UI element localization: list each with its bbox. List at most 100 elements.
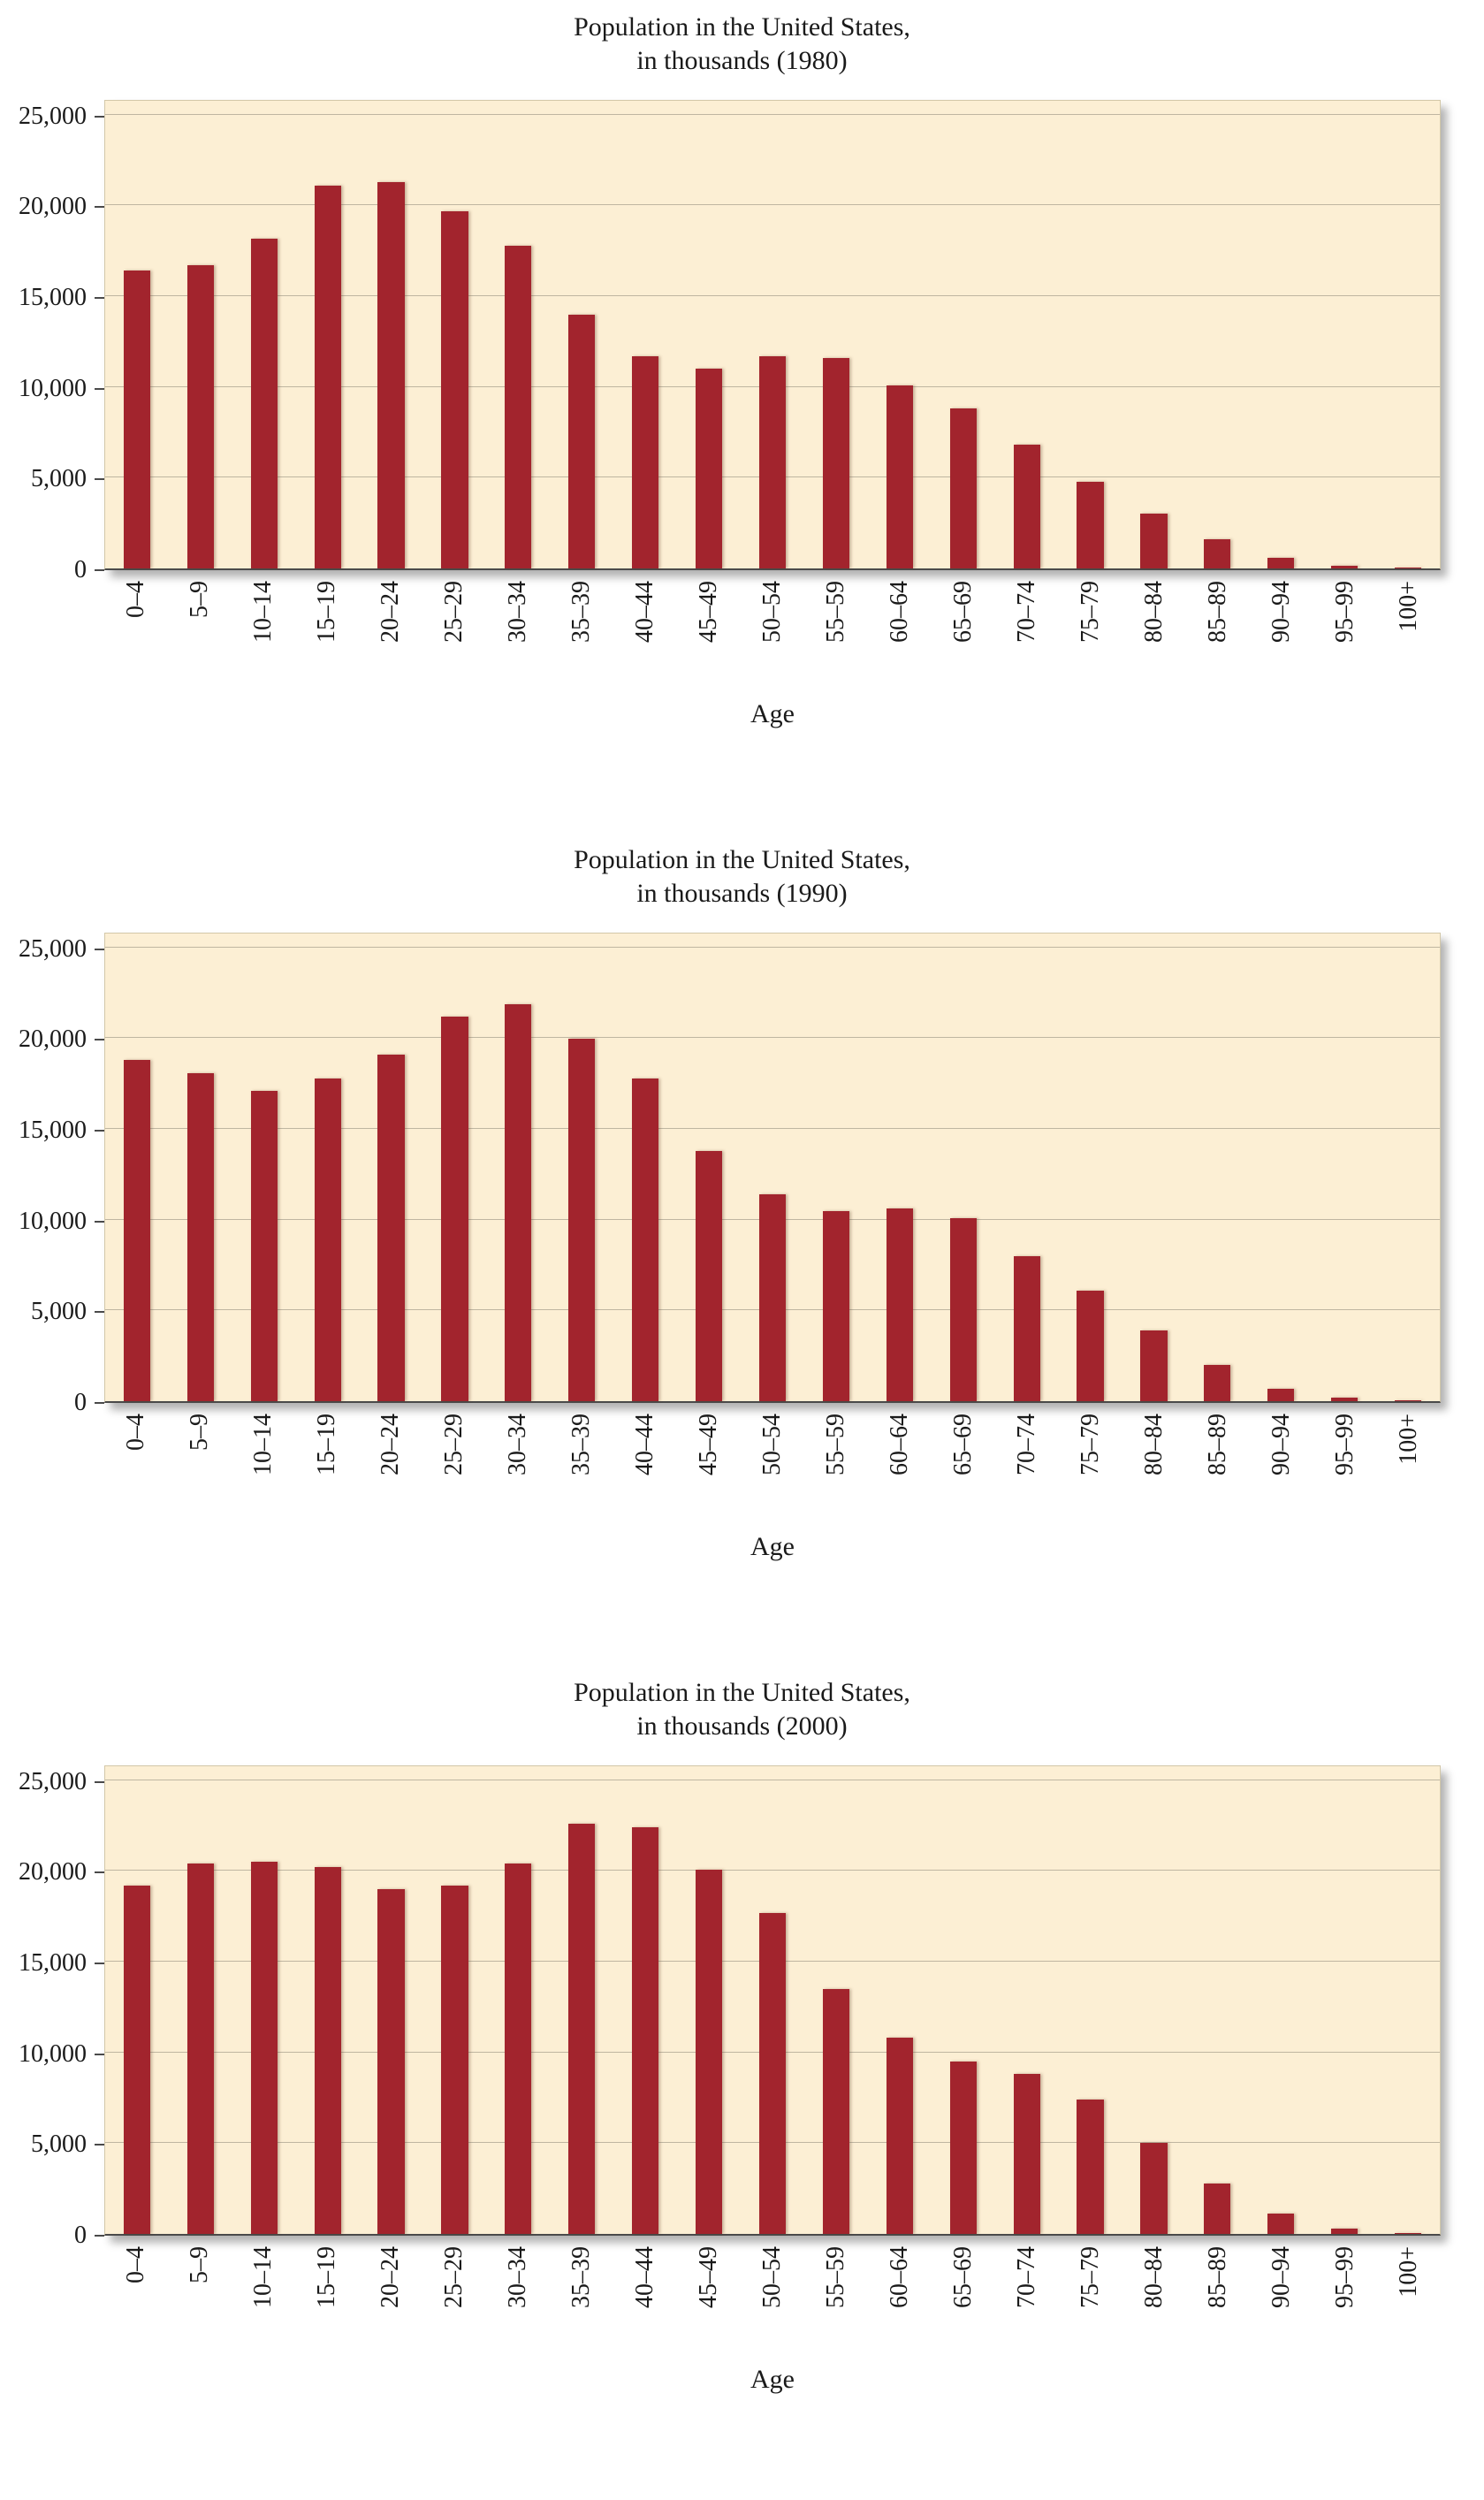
x-tick-label: 40–44 [631,2245,658,2308]
x-tick-label: 60–64 [886,2245,913,2308]
x-tick-label: 5–9 [186,1413,213,1451]
bar-slot [1313,934,1376,1401]
x-tick-label: 70–74 [1013,1413,1040,1475]
x-tick-slot: 75–79 [1059,2246,1123,2356]
bar-50-54 [758,355,787,568]
x-tick-slot: 20–24 [359,1414,422,1523]
x-axis-title: Age [750,698,795,728]
bar-slot [1185,934,1249,1401]
bar-95-99 [1331,2228,1358,2234]
x-tick-slot: 70–74 [995,1414,1059,1523]
x-tick-slot: 60–64 [868,2246,932,2356]
y-tick [95,2234,104,2237]
x-tick-slot: 100+ [1377,581,1441,690]
bar-65-69 [949,408,977,568]
x-tick-slot: 25–29 [422,1414,486,1523]
x-tick-slot: 65–69 [932,581,995,690]
y-tick-label: 20,000 [19,1025,87,1054]
x-tick-label: 90–94 [1267,2245,1295,2308]
bar-30-34 [505,245,532,568]
bar-90-94 [1267,2213,1295,2234]
x-tick-slot: 70–74 [995,2246,1059,2356]
x-tick-label: 55–59 [822,2245,849,2308]
bar-100plus [1394,1399,1422,1401]
bar-slot [1249,934,1313,1401]
chart-population-1980: Population in the United States, in thou… [0,0,1484,833]
bar-slot [1185,1766,1249,2234]
bar-35-39 [568,314,596,568]
bars-container [105,934,1440,1401]
x-tick-slot: 95–99 [1313,581,1377,690]
y-tick-label: 5,000 [31,1298,87,1326]
chart-title-line2: in thousands (1980) [636,46,848,76]
bar-55-59 [822,1210,850,1401]
plot-area [104,1764,1441,2236]
y-tick [95,1401,104,1404]
x-axis-title: Age [750,2364,795,2394]
bar-slot [1059,934,1123,1401]
bar-60-64 [886,2037,913,2234]
bar-slot [932,1766,995,2234]
bar-15-19 [314,1078,341,1401]
x-tick-label: 40–44 [631,580,658,643]
x-tick-slot: 55–59 [804,2246,868,2356]
bar-slot [613,101,677,568]
x-tick-label: 25–29 [440,1413,468,1475]
x-tick-label: 45–49 [695,1413,722,1475]
bar-slot [296,1766,360,2234]
bar-50-54 [758,1912,787,2234]
bar-slot [741,101,804,568]
y-tick [95,206,104,209]
x-tick-slot: 80–84 [1123,1414,1186,1523]
x-tick-label: 0–4 [122,1413,149,1451]
bar-25-29 [441,210,468,568]
x-tick-slot: 55–59 [804,581,868,690]
x-tick-label: 35–39 [567,2245,595,2308]
x-tick-slot: 50–54 [741,581,804,690]
bar-5-9 [186,264,214,568]
bar-90-94 [1267,1388,1295,1401]
x-axis: 0–4 5–9 10–14 15–19 20–24 25–29 30–34 35–39 40–4… [104,581,1441,690]
bar-95-99 [1331,1397,1358,1401]
x-tick-slot: 5–9 [168,1414,232,1523]
x-tick-slot: 60–64 [868,1414,932,1523]
bar-85-89 [1204,538,1231,568]
bar-slot [360,1766,423,2234]
x-tick-slot: 90–94 [1250,2246,1313,2356]
x-tick-slot: 80–84 [1123,2246,1186,2356]
y-tick-label: 25,000 [19,1767,87,1795]
bar-45-49 [696,1869,723,2234]
x-tick-slot: 55–59 [804,1414,868,1523]
gridline [105,294,1440,296]
x-tick-slot: 45–49 [677,2246,741,2356]
bar-5-9 [186,1863,214,2234]
bar-slot [360,101,423,568]
x-tick-slot: 95–99 [1313,2246,1377,2356]
bar-80-84 [1140,2142,1168,2234]
x-tick-slot: 40–44 [613,1414,677,1523]
bar-20-24 [377,181,405,568]
bar-slot [105,1766,169,2234]
y-tick-label: 25,000 [19,934,87,963]
bar-0-4 [123,270,151,568]
bar-slot [1185,101,1249,568]
bar-45-49 [696,368,723,568]
bar-40-44 [632,1826,659,2234]
bar-60-64 [886,1208,913,1401]
x-tick-label: 65–69 [949,1413,977,1475]
x-tick-label: 15–19 [313,580,340,643]
bar-slot [995,1766,1059,2234]
x-tick-slot: 70–74 [995,581,1059,690]
bar-35-39 [568,1823,596,2234]
bar-slot [1059,1766,1123,2234]
x-tick-slot: 65–69 [932,2246,995,2356]
x-tick-slot: 0–4 [104,2246,168,2356]
bar-slot [677,1766,741,2234]
y-tick-label: 15,000 [19,1948,87,1977]
bar-50-54 [758,1193,787,1401]
bars-container [105,101,1440,568]
x-tick-slot: 10–14 [232,2246,295,2356]
x-tick-label: 65–69 [949,2245,977,2308]
bar-100plus [1394,2232,1422,2234]
bar-slot [677,934,741,1401]
